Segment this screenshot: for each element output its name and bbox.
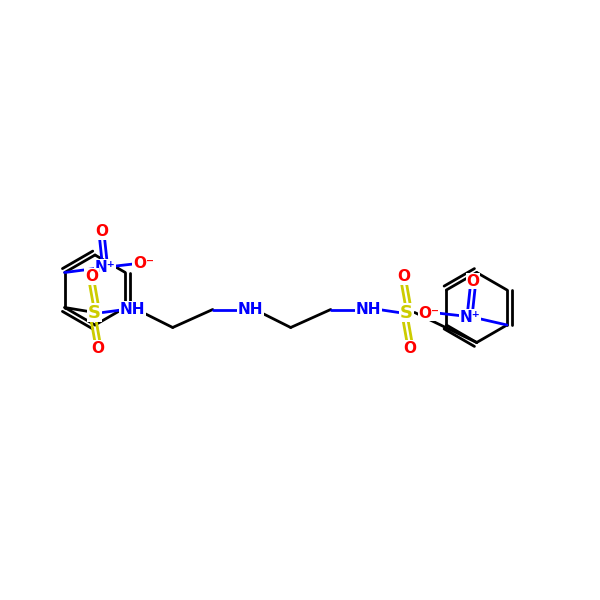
Text: O: O [91,341,104,356]
Text: O: O [95,224,108,239]
Text: O: O [397,269,410,284]
Text: O⁻: O⁻ [419,305,439,320]
Text: O: O [467,274,479,289]
Text: O: O [85,269,98,284]
Text: N⁺: N⁺ [460,310,481,325]
Text: O: O [403,341,416,356]
Text: NH: NH [120,302,145,317]
Text: N⁺: N⁺ [94,260,115,275]
Text: S: S [88,304,101,322]
Text: S: S [400,304,413,322]
Text: NH: NH [356,302,382,317]
Text: O⁻: O⁻ [133,256,154,271]
Text: NH: NH [238,302,263,317]
